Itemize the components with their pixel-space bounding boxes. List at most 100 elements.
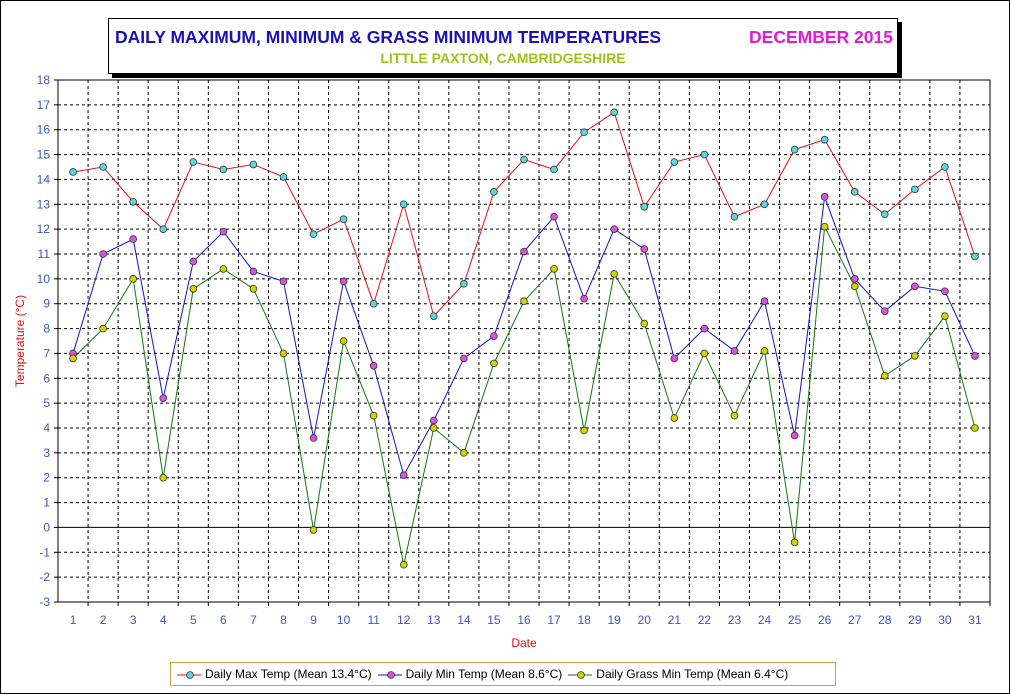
series-2-point [850,275,859,283]
series-3-point [820,222,829,231]
series-3-point [670,414,679,422]
x-tick-label: 21 [668,613,682,627]
series-3-point [99,324,107,333]
y-tick-label: 11 [38,247,51,261]
series-3-point [249,284,258,293]
y-tick-label: 15 [37,148,51,162]
chart-legend: Daily Max Temp (Mean 13.4°C) Daily Min Te… [170,662,836,686]
series-1-point [249,160,258,169]
series-2-point [399,471,408,480]
series-2-point [610,225,618,233]
series-1-point [911,185,919,194]
x-tick-label: 24 [758,613,772,627]
y-tick-label: 7 [43,346,50,360]
x-tick-label: 6 [220,613,227,627]
series-1-point [700,150,709,159]
x-tick-label: 3 [130,613,137,627]
series-3-point [610,270,618,278]
series-2-point [369,362,378,370]
x-tick-label: 8 [280,613,287,627]
series-3-point [279,349,288,358]
series-3-point [369,411,378,420]
series-1-point [520,155,528,164]
series-2-point [189,257,198,266]
series-1-point [339,215,348,224]
y-tick-label: 3 [43,446,50,460]
series-2-point [219,227,228,236]
series-2-point [339,277,348,286]
series-1-point [820,135,829,144]
x-tick-label: 17 [547,613,561,627]
series-3-point [760,347,769,355]
series-3-point [941,312,949,320]
series-1-point [219,165,228,174]
y-tick-label: 14 [37,172,51,186]
series-1-point [850,188,859,196]
series-2-point [490,332,498,340]
legend-entry-3: Daily Grass Min Temp (Mean 6.4°C) [568,667,788,681]
x-tick-label: 13 [427,613,441,627]
series-3-point [69,354,77,363]
series-3-point [460,449,468,457]
y-tick-label: 8 [43,322,50,336]
series-1-point [309,230,318,238]
series-1-point [369,299,378,308]
x-tick-label: 9 [310,613,317,627]
series-3-point [520,297,528,306]
x-tick-label: 23 [728,613,742,627]
series-2-point [99,250,107,258]
series-1-point [730,212,739,221]
series-2-point [760,297,769,306]
legend-label-2: Daily Min Temp (Mean 8.6°C) [405,667,563,681]
x-tick-label: 25 [788,613,802,627]
x-tick-label: 7 [250,613,257,627]
series-2-point [971,352,979,360]
series-1-point [550,165,558,174]
y-axis-title: Temperature (°C) [13,295,27,387]
x-tick-label: 31 [968,613,982,627]
chart-title: DAILY MAXIMUM, MINIMUM & GRASS MINIMUM T… [115,27,662,47]
x-tick-label: 18 [577,613,591,627]
series-1-point [399,200,408,209]
series-1-point [129,198,137,206]
series-1-point [279,173,288,181]
x-tick-label: 5 [190,613,197,627]
series-1-point [640,202,649,211]
x-axis-title: Date [511,636,537,650]
y-tick-label: 5 [43,396,50,410]
series-1-point [670,158,679,166]
series-3-point [911,352,919,360]
series-3-point [339,337,348,345]
x-tick-label: 28 [878,613,892,627]
y-tick-label: 10 [37,272,51,286]
series-3-point [700,349,709,358]
series-3-point [730,411,739,420]
series-2-point [520,247,528,256]
series-2-point [880,307,889,315]
series-2-point [550,212,558,221]
series-2-point [460,354,468,363]
series-2-point [941,287,949,296]
series-2-point [249,267,258,276]
series-3-point [550,265,558,273]
series-3-point [219,265,228,273]
x-tick-label: 11 [367,613,380,627]
series-1-point [790,145,799,154]
y-tick-label: 4 [43,421,50,435]
series-2-point [580,294,588,303]
series-3-point [159,473,168,482]
x-tick-label: 27 [848,613,862,627]
series-2-point [911,282,919,291]
chart-subtitle: LITTLE PAXTON, CAMBRIDGESHIRE [380,50,626,66]
series-1-point [189,158,198,166]
series-2-point [670,354,679,363]
series-1-point [460,280,468,288]
series-1-point [610,108,618,117]
x-tick-label: 10 [337,613,351,627]
y-tick-label: -1 [39,545,50,559]
series-3-point [850,282,859,291]
series-1-point [69,168,77,176]
series-1-point [580,128,588,137]
legend-swatch-2 [377,671,402,679]
series-2-point [790,431,799,440]
